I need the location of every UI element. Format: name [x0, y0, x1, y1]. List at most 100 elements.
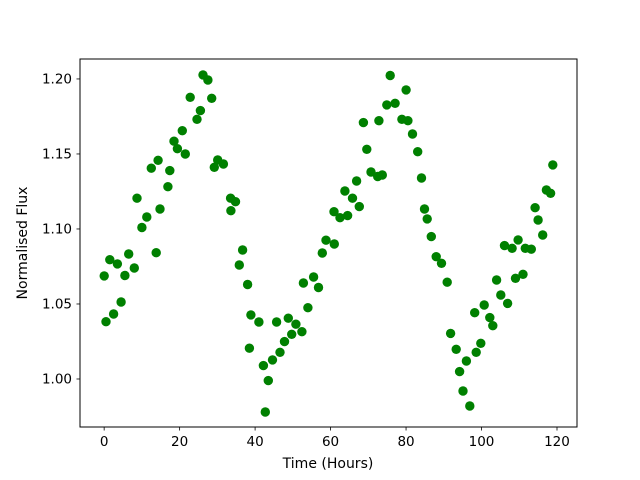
data-point — [129, 263, 139, 273]
data-point — [203, 75, 213, 85]
data-point — [499, 240, 510, 251]
data-point — [209, 162, 219, 172]
data-point — [502, 298, 513, 309]
data-point — [390, 98, 400, 109]
data-point — [465, 401, 475, 411]
x-tick-label: 0 — [100, 434, 109, 450]
data-point — [321, 235, 331, 245]
data-point — [192, 114, 202, 125]
data-point — [242, 279, 253, 290]
data-point — [291, 319, 301, 329]
axis-ticks: 0 20 40 60 80 100 120 1.00 1.05 1.10 1.15 1.20 — [42, 71, 570, 450]
x-axis-label: Time (Hours) — [282, 456, 374, 472]
data-point — [101, 317, 111, 327]
data-point — [358, 117, 369, 128]
data-point — [538, 230, 548, 240]
data-point — [513, 235, 523, 245]
data-point — [407, 129, 418, 139]
data-point — [526, 244, 536, 254]
data-point — [451, 344, 461, 354]
data-point — [426, 231, 436, 242]
data-point — [518, 269, 528, 279]
y-tick-label: 1.00 — [42, 371, 72, 387]
data-point — [347, 193, 358, 203]
data-point — [151, 248, 161, 258]
data-point — [479, 300, 489, 310]
data-point — [377, 170, 387, 180]
data-point — [385, 70, 395, 81]
data-point — [263, 375, 273, 386]
data-point — [510, 273, 521, 283]
data-point — [108, 309, 119, 319]
data-point — [496, 290, 506, 300]
data-point — [207, 93, 217, 104]
data-point — [271, 317, 282, 327]
data-point — [422, 214, 432, 224]
x-tick-label: 100 — [469, 434, 495, 450]
data-point — [442, 277, 452, 287]
data-point — [431, 252, 441, 262]
x-tick-label: 80 — [397, 434, 414, 450]
data-point — [112, 259, 123, 269]
data-point — [275, 347, 285, 357]
y-axis-label: Normalised Flux — [15, 187, 31, 300]
data-point — [548, 160, 558, 170]
data-point — [342, 210, 353, 221]
data-point — [362, 144, 372, 154]
data-point — [132, 193, 142, 203]
data-point — [116, 297, 126, 307]
data-point — [99, 271, 109, 281]
y-tick-label: 1.10 — [42, 221, 72, 237]
x-tick-label: 60 — [322, 434, 339, 450]
data-point — [351, 176, 362, 186]
data-point — [335, 213, 345, 223]
data-point — [195, 105, 206, 116]
data-point — [436, 258, 447, 268]
y-tick-label: 1.15 — [42, 146, 72, 162]
data-point — [298, 278, 309, 288]
data-point — [185, 92, 195, 103]
data-point — [445, 328, 456, 339]
data-point — [476, 338, 486, 348]
data-point — [329, 207, 339, 217]
data-point — [458, 386, 468, 396]
data-point — [308, 272, 319, 282]
data-point — [267, 355, 278, 365]
data-point — [169, 136, 179, 146]
data-point — [545, 188, 556, 198]
data-point — [230, 197, 241, 207]
data-point — [401, 85, 411, 95]
data-point — [218, 159, 229, 169]
data-point — [120, 270, 130, 281]
data-point — [403, 116, 413, 126]
scatter-points — [99, 70, 558, 417]
data-point — [317, 248, 327, 258]
data-point — [124, 249, 134, 259]
data-point — [366, 167, 376, 177]
data-point — [172, 144, 183, 154]
data-point — [244, 343, 255, 353]
data-point — [374, 116, 384, 126]
data-point — [303, 303, 313, 313]
data-point — [488, 321, 498, 331]
data-point — [254, 317, 264, 327]
data-point — [507, 243, 517, 253]
data-point — [105, 255, 115, 265]
data-point — [354, 201, 364, 212]
data-point — [491, 275, 502, 285]
data-point — [470, 308, 480, 318]
data-point — [153, 155, 163, 165]
data-point — [180, 149, 190, 159]
data-point — [413, 147, 423, 157]
data-point — [142, 212, 152, 222]
data-point — [177, 126, 187, 136]
data-point — [313, 282, 324, 293]
axes-spines — [79, 58, 578, 428]
data-point — [297, 327, 307, 337]
data-point — [163, 182, 173, 192]
y-tick-label: 1.20 — [42, 71, 72, 87]
data-point — [260, 407, 270, 417]
data-point — [485, 312, 495, 323]
